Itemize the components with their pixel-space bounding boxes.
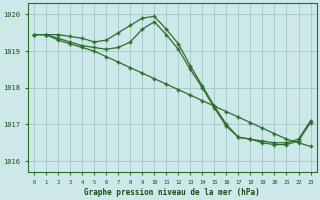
X-axis label: Graphe pression niveau de la mer (hPa): Graphe pression niveau de la mer (hPa) [84, 188, 260, 197]
